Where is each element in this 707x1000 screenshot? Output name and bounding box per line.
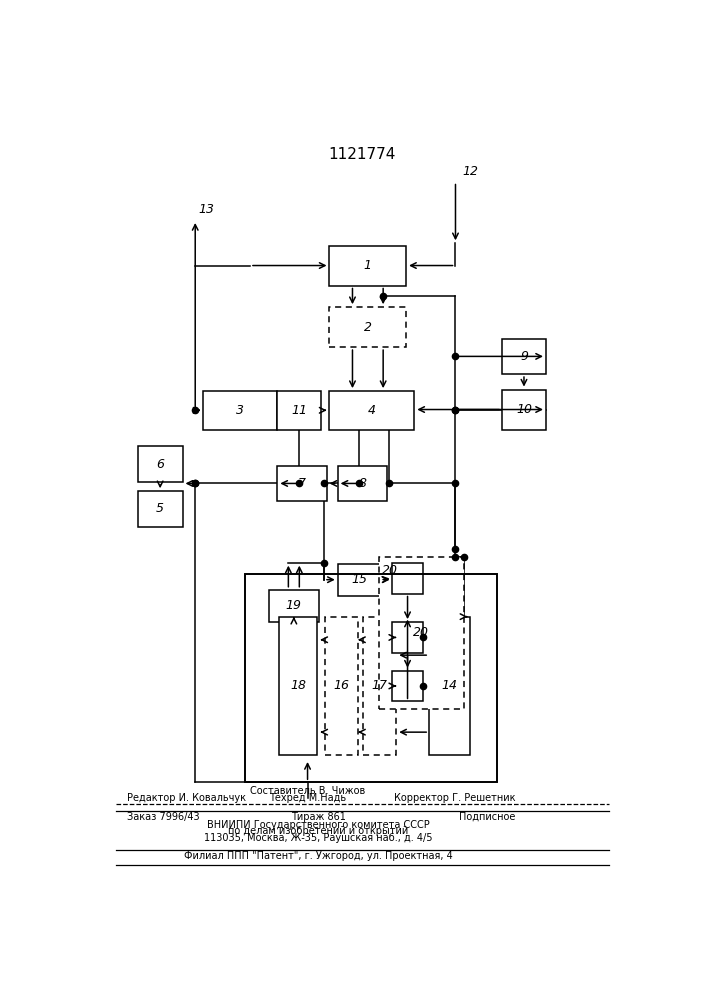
Text: 13: 13: [198, 203, 214, 216]
Text: 113035, Москва, Ж-35, Раушская наб., д. 4/5: 113035, Москва, Ж-35, Раушская наб., д. …: [204, 833, 433, 843]
Text: 12: 12: [462, 165, 478, 178]
Text: 3: 3: [236, 404, 245, 417]
Bar: [277, 466, 327, 501]
Text: Тираж 861: Тираж 861: [291, 812, 346, 822]
Bar: [269, 590, 319, 622]
Bar: [363, 617, 397, 755]
Text: 7: 7: [298, 477, 306, 490]
Text: 16: 16: [334, 679, 349, 692]
Text: 20: 20: [413, 626, 429, 639]
Bar: [338, 466, 387, 501]
Bar: [329, 246, 407, 286]
Text: ВНИИПИ Государственного комитета СССР: ВНИИПИ Государственного комитета СССР: [207, 820, 430, 830]
Bar: [138, 446, 182, 482]
Text: 6: 6: [156, 458, 164, 471]
Bar: [392, 622, 423, 653]
Bar: [277, 391, 321, 430]
Bar: [379, 557, 464, 709]
Bar: [392, 563, 423, 594]
Text: Составитель В. Чижов: Составитель В. Чижов: [250, 786, 366, 796]
Text: Техред М.Надь: Техред М.Надь: [269, 793, 346, 803]
Text: 8: 8: [358, 477, 366, 490]
Bar: [392, 671, 423, 701]
Text: 1121774: 1121774: [329, 147, 396, 162]
Text: 4: 4: [368, 404, 376, 417]
Bar: [325, 617, 358, 755]
Text: 10: 10: [516, 403, 532, 416]
Bar: [138, 491, 182, 527]
Bar: [338, 564, 380, 596]
Text: 11: 11: [291, 404, 308, 417]
Text: 5: 5: [156, 502, 164, 515]
Bar: [245, 574, 496, 782]
Text: 18: 18: [291, 679, 306, 692]
Text: 2: 2: [364, 321, 372, 334]
Text: 15: 15: [351, 573, 367, 586]
Text: по делам изобретений и открытий: по делам изобретений и открытий: [228, 826, 409, 836]
Text: 1: 1: [364, 259, 372, 272]
Bar: [502, 389, 546, 430]
Text: Корректор Г. Решетник: Корректор Г. Решетник: [395, 793, 516, 803]
Text: 9: 9: [520, 350, 528, 363]
Text: Филиал ППП "Патент", г. Ужгород, ул. Проектная, 4: Филиал ППП "Патент", г. Ужгород, ул. Про…: [184, 851, 453, 861]
Text: 19: 19: [286, 599, 302, 612]
Text: Подписное: Подписное: [460, 812, 516, 822]
Bar: [279, 617, 317, 755]
Bar: [204, 391, 277, 430]
Text: 17: 17: [372, 679, 388, 692]
Bar: [329, 391, 414, 430]
Bar: [502, 339, 546, 374]
Text: 20: 20: [382, 564, 397, 577]
Text: Редактор И. Ковальчук: Редактор И. Ковальчук: [127, 793, 246, 803]
Bar: [429, 617, 470, 755]
Text: 14: 14: [442, 679, 457, 692]
Bar: [329, 307, 407, 347]
Text: Заказ 7996/43: Заказ 7996/43: [127, 812, 199, 822]
